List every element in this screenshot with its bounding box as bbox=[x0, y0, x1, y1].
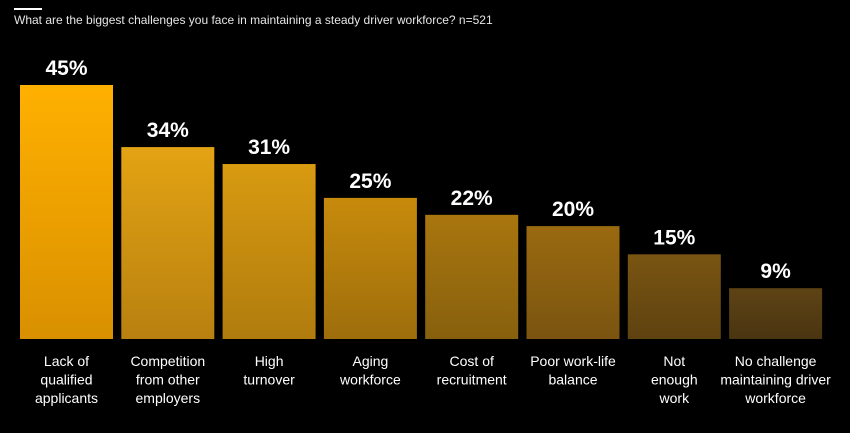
bar-8 bbox=[729, 288, 823, 339]
bar-3 bbox=[222, 164, 316, 339]
bar-7 bbox=[627, 254, 721, 339]
value-label-5: 22% bbox=[451, 187, 493, 210]
category-label-2: Competition from other employers bbox=[130, 353, 205, 406]
bar-2 bbox=[121, 147, 215, 339]
value-label-8: 9% bbox=[760, 260, 791, 283]
value-label-2: 34% bbox=[147, 119, 189, 142]
category-label-5: Cost of recruitment bbox=[437, 353, 507, 388]
category-label-8: No challenge maintaining driver workforce bbox=[720, 353, 831, 406]
value-label-7: 15% bbox=[653, 226, 695, 249]
value-label-6: 20% bbox=[552, 198, 594, 221]
title-accent-rule bbox=[14, 8, 42, 10]
category-labels-group: Lack of qualified applicants Competition fro… bbox=[35, 353, 831, 406]
bars-group bbox=[20, 85, 823, 339]
category-label-7: Not enough work bbox=[651, 353, 698, 406]
value-label-3: 31% bbox=[248, 136, 290, 159]
category-label-1: Lack of qualified applicants bbox=[35, 353, 98, 406]
bar-4 bbox=[323, 197, 417, 339]
chart-title: What are the biggest challenges you face… bbox=[14, 13, 493, 27]
value-label-4: 25% bbox=[349, 170, 391, 193]
bar-1 bbox=[20, 85, 113, 339]
category-label-3: High turnover bbox=[243, 353, 295, 388]
bar-5 bbox=[425, 214, 519, 339]
category-label-6: Poor work-life balance bbox=[530, 353, 616, 388]
bar-6 bbox=[526, 226, 620, 339]
value-labels-group: 45% 34% 31% 25% 22% 20% 15% 9% bbox=[45, 57, 791, 283]
category-label-4: Aging workforce bbox=[339, 353, 401, 388]
value-label-1: 45% bbox=[45, 57, 87, 80]
